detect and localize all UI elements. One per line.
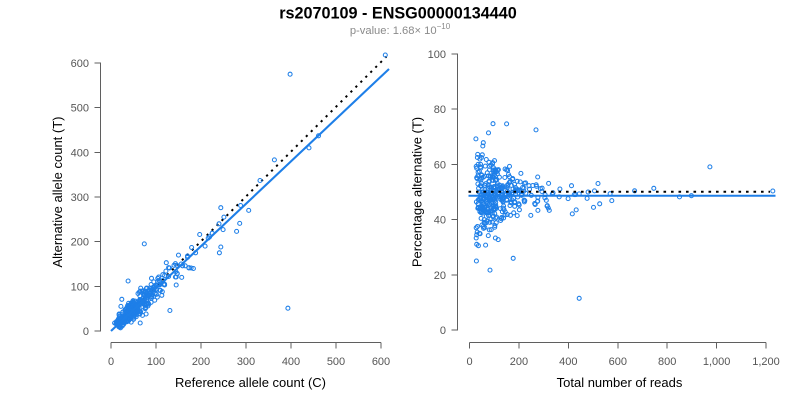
svg-text:Reference allele count (C): Reference allele count (C) xyxy=(175,375,326,390)
svg-text:0: 0 xyxy=(466,356,472,368)
svg-text:Total number of reads: Total number of reads xyxy=(557,375,683,390)
svg-text:100: 100 xyxy=(147,356,165,368)
svg-text:1,200: 1,200 xyxy=(752,356,780,368)
svg-text:80: 80 xyxy=(434,104,446,116)
svg-text:600: 600 xyxy=(71,58,89,70)
svg-text:200: 200 xyxy=(510,356,528,368)
svg-text:500: 500 xyxy=(71,103,89,115)
svg-text:Alternative allele count (T): Alternative allele count (T) xyxy=(50,116,65,267)
svg-text:20: 20 xyxy=(434,270,446,282)
svg-text:300: 300 xyxy=(237,356,255,368)
svg-text:100: 100 xyxy=(71,281,89,293)
svg-text:300: 300 xyxy=(71,192,89,204)
svg-text:400: 400 xyxy=(282,356,300,368)
svg-text:600: 600 xyxy=(609,356,627,368)
svg-text:200: 200 xyxy=(192,356,210,368)
svg-text:400: 400 xyxy=(559,356,577,368)
svg-text:40: 40 xyxy=(434,215,446,227)
svg-text:60: 60 xyxy=(434,159,446,171)
svg-text:100: 100 xyxy=(428,49,446,61)
svg-text:Percentage alternative (T): Percentage alternative (T) xyxy=(410,117,425,267)
svg-text:800: 800 xyxy=(658,356,676,368)
svg-text:0: 0 xyxy=(108,356,114,368)
svg-text:600: 600 xyxy=(372,356,390,368)
svg-text:1,000: 1,000 xyxy=(703,356,731,368)
svg-text:200: 200 xyxy=(71,237,89,249)
svg-text:400: 400 xyxy=(71,147,89,159)
svg-text:rs2070109 - ENSG00000134440: rs2070109 - ENSG00000134440 xyxy=(279,5,517,23)
svg-text:0: 0 xyxy=(83,326,89,338)
svg-text:p-value: 1.68× 10−10: p-value: 1.68× 10−10 xyxy=(350,22,451,37)
svg-text:0: 0 xyxy=(440,325,446,337)
svg-text:500: 500 xyxy=(327,356,345,368)
